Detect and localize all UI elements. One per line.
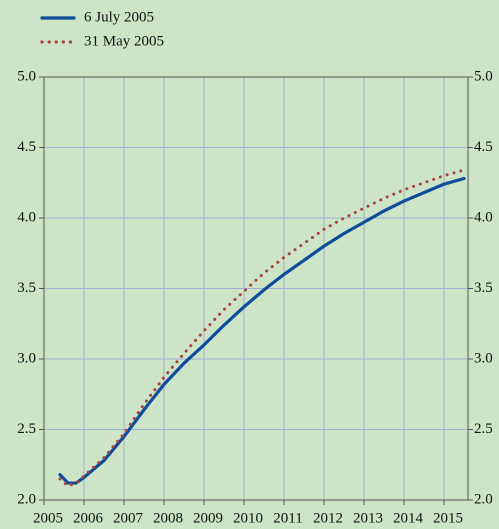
y-tick-label: 4.5 [17,139,36,155]
y-tick-label: 3.0 [17,350,36,366]
y2-tick-label: 2.0 [474,491,493,507]
y2-tick-label: 4.0 [474,209,493,225]
y-tick-label: 4.0 [17,209,36,225]
y-tick-label: 2.0 [17,491,36,507]
x-tick-label: 2013 [353,510,383,526]
y2-tick-label: 2.5 [474,421,493,437]
y-tick-label: 2.5 [17,421,36,437]
x-tick-label: 2009 [193,510,223,526]
y-tick-label: 5.0 [17,68,36,84]
x-tick-label: 2011 [273,510,302,526]
x-tick-label: 2010 [233,510,263,526]
legend-label: 31 May 2005 [84,33,164,49]
plot-frame [43,76,469,501]
x-tick-label: 2014 [393,510,424,526]
y2-tick-label: 4.5 [474,139,493,155]
y2-tick-label: 5.0 [474,68,493,84]
y-tick-label: 3.5 [17,280,36,296]
y2-tick-label: 3.5 [474,280,493,296]
x-tick-label: 2006 [73,510,104,526]
x-tick-label: 2005 [33,510,63,526]
legend-label: 6 July 2005 [84,9,154,25]
x-tick-label: 2012 [313,510,343,526]
y2-tick-label: 3.0 [474,350,493,366]
x-tick-label: 2008 [153,510,183,526]
x-tick-label: 2015 [433,510,463,526]
x-tick-label: 2007 [113,510,144,526]
series-line [58,176,466,485]
